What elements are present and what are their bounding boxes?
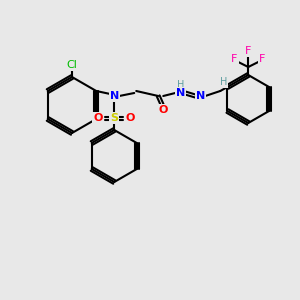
- Text: F: F: [231, 54, 237, 64]
- Text: N: N: [110, 91, 119, 101]
- Text: S: S: [110, 113, 118, 123]
- Text: N: N: [196, 91, 205, 101]
- Text: O: O: [126, 113, 135, 123]
- Text: F: F: [245, 46, 251, 56]
- Text: O: O: [159, 105, 168, 115]
- Text: O: O: [94, 113, 103, 123]
- Text: H: H: [220, 77, 227, 87]
- Text: Cl: Cl: [67, 60, 77, 70]
- Text: F: F: [259, 54, 266, 64]
- Text: H: H: [177, 80, 184, 90]
- Text: N: N: [176, 88, 185, 98]
